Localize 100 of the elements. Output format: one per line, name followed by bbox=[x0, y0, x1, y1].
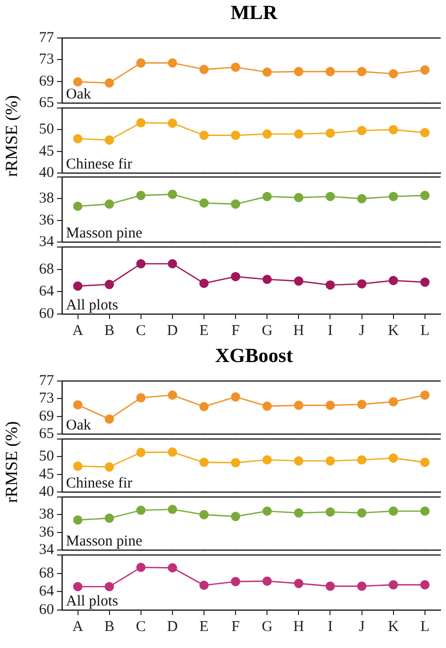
x-tick-label: F bbox=[231, 618, 240, 635]
point bbox=[104, 134, 114, 144]
x-tick-label: A bbox=[72, 618, 84, 635]
point bbox=[326, 582, 335, 591]
point bbox=[230, 199, 240, 209]
point bbox=[326, 128, 335, 138]
point bbox=[73, 77, 82, 87]
point bbox=[168, 58, 178, 68]
x-tick-label: E bbox=[199, 322, 209, 338]
point bbox=[388, 192, 398, 202]
point bbox=[168, 504, 178, 514]
point bbox=[73, 400, 82, 410]
point bbox=[199, 510, 209, 520]
y-tick-label: 60 bbox=[39, 305, 54, 322]
x-tick-label: I bbox=[328, 618, 333, 635]
point bbox=[357, 582, 366, 591]
point bbox=[73, 462, 82, 471]
point bbox=[294, 400, 304, 410]
point bbox=[326, 192, 335, 202]
series-label: All plots bbox=[66, 296, 118, 313]
point bbox=[388, 69, 398, 78]
series-label: Masson pine bbox=[66, 225, 143, 242]
y-tick-label: 65 bbox=[39, 94, 54, 111]
point bbox=[326, 456, 335, 466]
point bbox=[73, 280, 82, 290]
y-tick-label: 45 bbox=[39, 142, 54, 159]
y-tick-label: 68 bbox=[39, 565, 54, 582]
series-label: Masson pine bbox=[66, 533, 143, 550]
y-tick-label: 73 bbox=[39, 52, 54, 68]
series-label: Oak bbox=[66, 86, 92, 102]
point bbox=[199, 402, 209, 412]
x-tick-label: K bbox=[388, 618, 399, 635]
y-tick-label: 45 bbox=[39, 466, 54, 482]
point bbox=[136, 58, 146, 68]
point bbox=[104, 199, 114, 209]
point bbox=[357, 278, 366, 288]
point bbox=[73, 582, 82, 592]
point bbox=[294, 192, 304, 202]
x-tick-label: C bbox=[136, 322, 146, 338]
point bbox=[388, 124, 398, 134]
series-label: Oak bbox=[66, 417, 92, 434]
point bbox=[262, 274, 272, 284]
point bbox=[262, 455, 272, 464]
y-tick-label: 36 bbox=[39, 212, 54, 228]
y-tick-label: 40 bbox=[39, 484, 54, 500]
point bbox=[230, 62, 240, 72]
point bbox=[230, 458, 240, 468]
point bbox=[262, 576, 272, 586]
point bbox=[104, 279, 114, 289]
point bbox=[388, 506, 398, 516]
x-tick-label: D bbox=[167, 322, 178, 338]
point bbox=[136, 562, 146, 572]
x-tick-label: B bbox=[104, 618, 114, 635]
chart-title: MLR bbox=[230, 2, 278, 25]
point bbox=[199, 198, 209, 208]
y-tick-label: 68 bbox=[39, 260, 54, 277]
point bbox=[73, 134, 82, 143]
series-label: Chinese fir bbox=[66, 156, 132, 172]
y-axis-title: rRMSE (%) bbox=[2, 94, 22, 177]
x-tick-label: L bbox=[420, 618, 430, 635]
y-tick-label: 60 bbox=[39, 602, 54, 618]
y-tick-label: 36 bbox=[39, 524, 54, 540]
point bbox=[357, 400, 366, 410]
point bbox=[136, 258, 146, 268]
y-tick-label: 77 bbox=[39, 372, 54, 389]
y-tick-label: 38 bbox=[39, 190, 54, 207]
y-tick-label: 69 bbox=[39, 408, 54, 424]
point bbox=[388, 453, 398, 463]
point bbox=[230, 392, 240, 402]
point bbox=[420, 390, 430, 400]
x-tick-label: B bbox=[104, 322, 114, 338]
y-tick-label: 64 bbox=[39, 584, 54, 600]
x-tick-label: I bbox=[328, 322, 333, 338]
y-tick-label: 50 bbox=[39, 121, 54, 138]
point bbox=[136, 448, 146, 458]
point bbox=[262, 192, 272, 202]
point bbox=[420, 506, 430, 516]
y-tick-label: 38 bbox=[39, 506, 54, 523]
y-tick-label: 64 bbox=[39, 283, 54, 300]
x-tick-label: D bbox=[167, 618, 178, 635]
point bbox=[199, 130, 209, 140]
series-label: Chinese fir bbox=[66, 475, 132, 492]
y-tick-label: 77 bbox=[39, 30, 54, 46]
x-tick-label: J bbox=[358, 618, 365, 635]
point bbox=[199, 458, 209, 467]
point bbox=[136, 118, 146, 127]
point bbox=[104, 462, 114, 472]
point bbox=[294, 578, 304, 588]
point bbox=[230, 271, 240, 281]
point bbox=[262, 506, 272, 516]
point bbox=[199, 580, 209, 590]
series-label: All plots bbox=[66, 593, 118, 610]
point bbox=[420, 458, 430, 467]
x-tick-label: J bbox=[358, 322, 365, 338]
y-tick-label: 65 bbox=[39, 426, 54, 442]
point bbox=[420, 65, 430, 75]
x-tick-label: H bbox=[293, 618, 304, 635]
point bbox=[326, 507, 335, 517]
x-tick-label: H bbox=[293, 322, 304, 338]
point bbox=[326, 400, 335, 410]
